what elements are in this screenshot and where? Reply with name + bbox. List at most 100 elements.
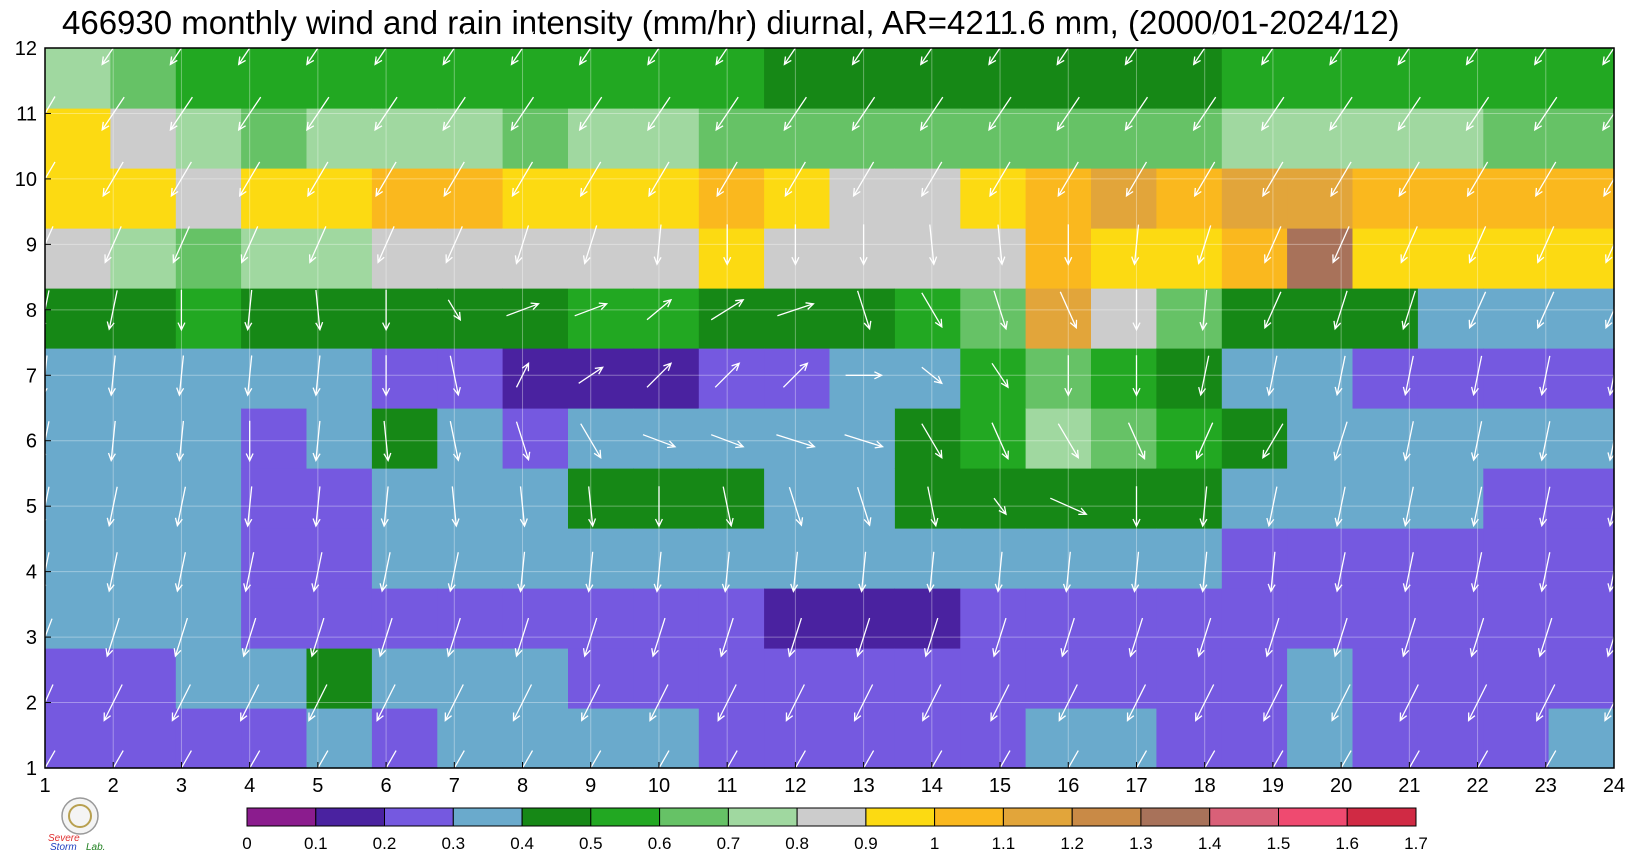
wind-arrow — [445, 226, 463, 264]
wind-arrow — [1262, 161, 1284, 198]
wind-arrow — [1196, 225, 1212, 265]
heatmap-cell — [568, 288, 634, 349]
heatmap-cell — [110, 408, 177, 469]
wind-arrow — [855, 617, 871, 658]
wind-arrow — [1199, 551, 1208, 593]
chart-title: 466930 monthly wind and rain intensity (… — [62, 4, 1400, 41]
heatmap-cell — [1483, 468, 1550, 529]
heatmap-cell — [1025, 288, 1092, 349]
wind-arrow — [1334, 486, 1346, 528]
heatmap-cell — [1548, 588, 1615, 649]
colorbar-swatch — [521, 807, 592, 827]
heatmap-cell — [1287, 708, 1354, 769]
wind-arrow — [306, 96, 330, 132]
heatmap-cell — [894, 108, 961, 169]
heatmap-cell — [1483, 168, 1550, 229]
heatmap-cell — [1287, 648, 1354, 709]
wind-arrow — [1401, 617, 1416, 658]
wind-arrow — [447, 299, 462, 322]
wind-arrow — [1266, 486, 1278, 528]
heatmap-cell — [241, 168, 308, 229]
heatmap-cell — [1091, 348, 1157, 409]
colorbar-swatch — [659, 807, 729, 827]
heatmap-cell — [1352, 528, 1419, 589]
heatmap-cell — [175, 228, 242, 289]
heatmap-cell — [371, 528, 438, 589]
heatmap-cell — [45, 48, 111, 109]
heatmap-cell — [1352, 408, 1419, 469]
heatmap-cell — [894, 348, 961, 409]
wind-arrow — [1131, 224, 1140, 266]
wind-arrow — [311, 552, 323, 593]
wind-arrow — [1264, 291, 1282, 330]
colorbar: 0 0.1 0.2 0.3 0.4 0.5 0.6 0.7 0.8 0.9 1 1.1 1.2 1.3 1.… — [242, 807, 1428, 853]
wind-arrow — [443, 161, 465, 198]
wind-arrow — [1333, 617, 1348, 658]
wind-arrow — [101, 96, 125, 132]
wind-arrow — [646, 298, 673, 321]
wind-arrow — [444, 684, 464, 722]
wind-arrow — [315, 289, 324, 332]
wind-arrow — [102, 161, 124, 198]
wind-arrow — [1537, 617, 1553, 658]
heatmap-cell — [764, 708, 831, 769]
wind-arrow — [1266, 355, 1278, 397]
wind-arrow — [451, 486, 460, 528]
wind-arrow — [1192, 96, 1217, 132]
heatmap-cell — [1025, 528, 1092, 589]
wind-arrow — [1050, 497, 1088, 516]
heatmap-cell — [633, 288, 700, 349]
heatmap-cell — [829, 228, 896, 289]
heatmap-cell — [568, 228, 634, 289]
wind-arrow — [512, 684, 533, 722]
wind-arrow — [310, 617, 325, 658]
heatmap-cell — [110, 168, 177, 229]
heatmap-cell — [502, 528, 569, 589]
wind-arrow — [240, 226, 259, 264]
x-tick-label: 5 — [312, 775, 323, 797]
wind-arrow — [1535, 161, 1557, 198]
colorbar-label: 1.1 — [992, 834, 1016, 853]
wind-arrow — [845, 371, 884, 380]
heatmap-cell — [633, 48, 700, 109]
heatmap-cell — [1156, 48, 1223, 109]
wind-arrow — [716, 161, 738, 198]
heatmap-cell — [1352, 708, 1419, 769]
heatmap-cell — [502, 48, 569, 109]
wind-arrow — [654, 486, 663, 528]
heatmap-cell — [502, 228, 569, 289]
heatmap-cell — [241, 288, 308, 349]
heatmap-cell — [437, 348, 504, 409]
heatmap-cell — [1091, 288, 1157, 349]
heatmap-cell — [306, 648, 373, 709]
wind-arrow — [378, 617, 393, 658]
heatmap-cell — [1287, 228, 1354, 289]
heatmap-cell — [306, 708, 373, 769]
colorbar-label: 0.5 — [579, 834, 603, 853]
heatmap-cell — [306, 48, 373, 109]
heatmap-cell — [1287, 348, 1354, 409]
heatmap-cell — [633, 648, 700, 709]
wind-arrow — [1261, 96, 1285, 132]
heatmap-cell — [568, 528, 634, 589]
heatmap-cell — [110, 288, 177, 349]
heatmap-cell — [1025, 228, 1092, 289]
heatmap-cell — [698, 288, 765, 349]
wind-arrow — [1470, 486, 1483, 528]
heatmap-cell — [306, 228, 373, 289]
heatmap-cell — [1091, 48, 1157, 109]
heatmap-cell — [1417, 588, 1484, 649]
heatmap-cell — [306, 528, 373, 589]
heatmap-cell — [829, 348, 896, 409]
wind-arrow — [376, 684, 396, 722]
heatmap-cell — [306, 108, 373, 169]
wind-arrow — [1193, 161, 1216, 198]
heatmap-cell — [1156, 648, 1223, 709]
wind-arrow — [243, 552, 255, 593]
grid-lines — [45, 48, 1614, 768]
heatmap-cell — [175, 528, 242, 589]
wind-arrow — [1333, 290, 1348, 331]
x-tick-label: 21 — [1398, 775, 1420, 797]
wind-arrow — [722, 486, 734, 528]
x-tick-label: 2 — [108, 775, 119, 797]
